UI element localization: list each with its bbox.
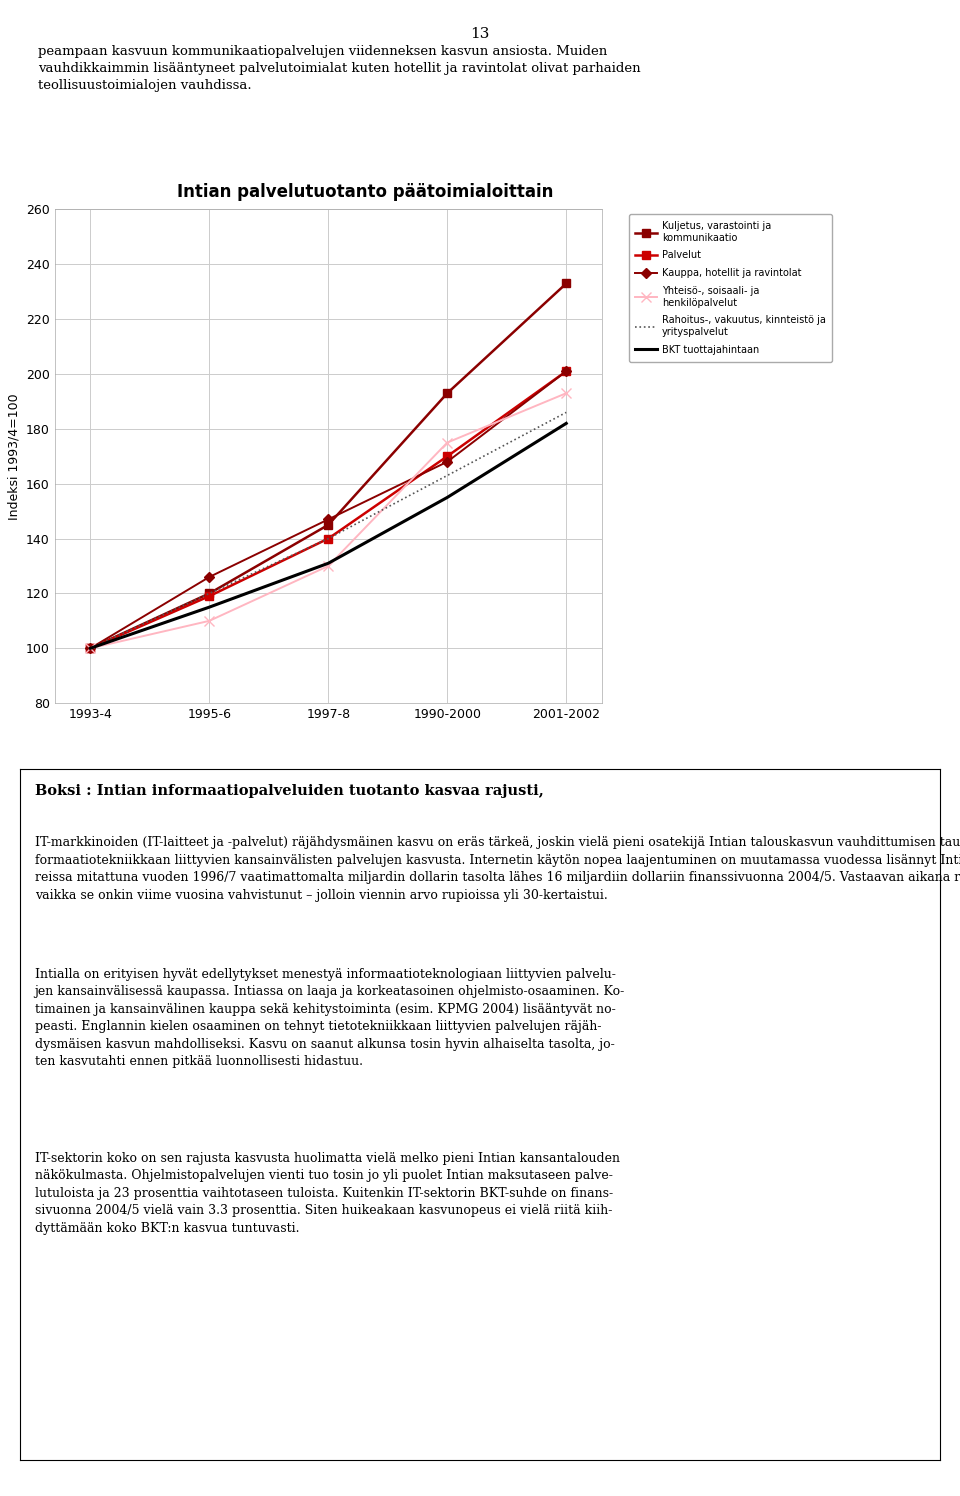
Line: Rahoitus-, vakuutus, kinnteistö ja
yrityspalvelut: Rahoitus-, vakuutus, kinnteistö ja yrity… [90, 413, 566, 648]
Kuljetus, varastointi ja
kommunikaatio [204, 585, 215, 603]
Yhteisö-, soisaali- ja
henkilöpalvelut [204, 612, 215, 630]
Rahoitus-, vakuutus, kinnteistö ja
yrityspalvelut [323, 530, 334, 548]
Kauppa, hotellit ja ravintolat [323, 510, 334, 528]
BKT tuottajahintaan [442, 488, 453, 506]
Text: Intian palvelutuotanto päätoimialoittain: Intian palvelutuotanto päätoimialoittain [177, 183, 553, 200]
BKT tuottajahintaan [323, 554, 334, 571]
Yhteisö-, soisaali- ja
henkilöpalvelut [442, 434, 453, 452]
Kauppa, hotellit ja ravintolat [561, 362, 572, 380]
Text: Boksi : Intian informaatiopalveluiden tuotanto kasvaa rajusti,: Boksi : Intian informaatiopalveluiden tu… [35, 784, 543, 797]
Text: IT-sektorin koko on sen rajusta kasvusta huolimatta vielä melko pieni Intian kan: IT-sektorin koko on sen rajusta kasvusta… [35, 1152, 619, 1234]
Kauppa, hotellit ja ravintolat [204, 568, 215, 586]
Line: BKT tuottajahintaan: BKT tuottajahintaan [90, 423, 566, 648]
Kauppa, hotellit ja ravintolat [84, 639, 96, 657]
Palvelut [204, 586, 215, 604]
Palvelut [561, 362, 572, 380]
Kuljetus, varastointi ja
kommunikaatio [323, 516, 334, 534]
Text: 13: 13 [470, 27, 490, 40]
Yhteisö-, soisaali- ja
henkilöpalvelut [323, 557, 334, 574]
Kuljetus, varastointi ja
kommunikaatio [442, 384, 453, 402]
Rahoitus-, vakuutus, kinnteistö ja
yrityspalvelut [84, 639, 96, 657]
Kuljetus, varastointi ja
kommunikaatio [84, 639, 96, 657]
BKT tuottajahintaan [561, 414, 572, 432]
Text: peampaan kasvuun kommunikaatiopalvelujen viidenneksen kasvun ansiosta. Muiden
va: peampaan kasvuun kommunikaatiopalvelujen… [38, 45, 641, 91]
Palvelut [323, 530, 334, 548]
Palvelut [84, 639, 96, 657]
Y-axis label: Indeksi 1993/4=100: Indeksi 1993/4=100 [8, 393, 20, 519]
Legend: Kuljetus, varastointi ja
kommunikaatio, Palvelut, Kauppa, hotellit ja ravintolat: Kuljetus, varastointi ja kommunikaatio, … [629, 214, 832, 362]
Text: IT-markkinoiden (IT-laitteet ja -palvelut) räjähdysmäinen kasvu on eräs tärkeä, : IT-markkinoiden (IT-laitteet ja -palvelu… [35, 836, 960, 902]
BKT tuottajahintaan [204, 598, 215, 616]
Rahoitus-, vakuutus, kinnteistö ja
yrityspalvelut [442, 467, 453, 485]
Palvelut [442, 447, 453, 465]
Kauppa, hotellit ja ravintolat [442, 453, 453, 471]
Kuljetus, varastointi ja
kommunikaatio [561, 274, 572, 292]
BKT tuottajahintaan [84, 639, 96, 657]
Rahoitus-, vakuutus, kinnteistö ja
yrityspalvelut [561, 404, 572, 422]
Line: Kuljetus, varastointi ja
kommunikaatio: Kuljetus, varastointi ja kommunikaatio [86, 280, 570, 652]
Yhteisö-, soisaali- ja
henkilöpalvelut [561, 384, 572, 402]
Line: Palvelut: Palvelut [86, 367, 570, 652]
Rahoitus-, vakuutus, kinnteistö ja
yrityspalvelut [204, 585, 215, 603]
Line: Kauppa, hotellit ja ravintolat: Kauppa, hotellit ja ravintolat [87, 368, 569, 652]
Line: Yhteisö-, soisaali- ja
henkilöpalvelut: Yhteisö-, soisaali- ja henkilöpalvelut [85, 389, 571, 654]
Yhteisö-, soisaali- ja
henkilöpalvelut [84, 639, 96, 657]
Text: Intialla on erityisen hyvät edellytykset menestyä informaatioteknologiaan liitty: Intialla on erityisen hyvät edellytykset… [35, 968, 625, 1068]
